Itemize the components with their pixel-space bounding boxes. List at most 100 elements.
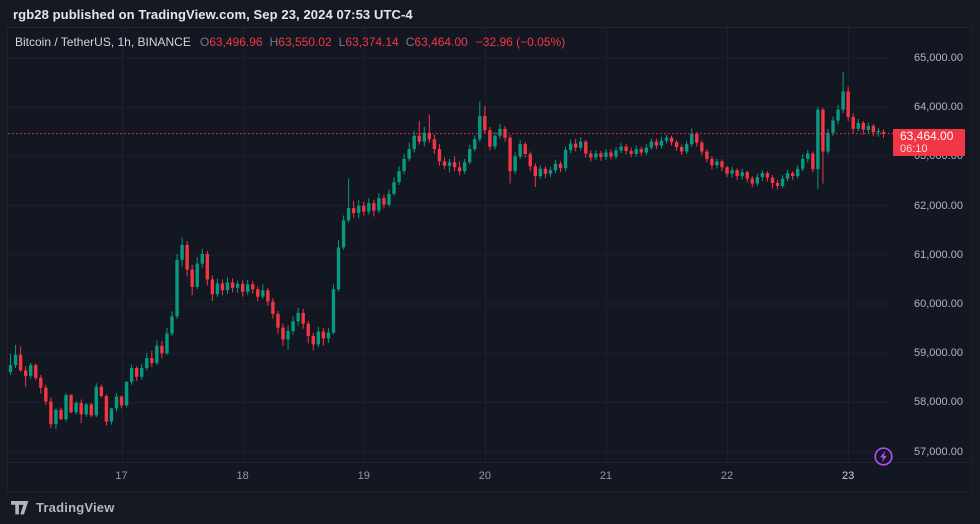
candle-body bbox=[276, 313, 280, 328]
candle-body bbox=[639, 149, 643, 153]
candle-body bbox=[346, 208, 351, 221]
candle-body bbox=[599, 153, 603, 157]
candle-body bbox=[69, 395, 73, 413]
candle-body bbox=[311, 336, 315, 345]
time-axis[interactable]: 17 18 19 20 21 22 23 bbox=[8, 462, 971, 491]
candle-body bbox=[427, 132, 432, 140]
close-value: 63,464.00 bbox=[414, 35, 468, 49]
candle-body bbox=[841, 91, 845, 110]
candle-body bbox=[543, 168, 548, 174]
candle-body bbox=[816, 109, 820, 170]
candle-body bbox=[609, 152, 613, 157]
tradingview-logo-link[interactable]: TradingView bbox=[11, 500, 115, 515]
candle-body bbox=[674, 142, 679, 148]
candle-body bbox=[861, 122, 865, 130]
candle-body bbox=[795, 168, 800, 177]
chart-container[interactable]: Bitcoin / TetherUS, 1h, BINANCE O63,496.… bbox=[8, 28, 971, 491]
candle-body bbox=[220, 283, 225, 291]
low-value: 63,374.14 bbox=[345, 35, 399, 49]
candle-body bbox=[377, 198, 381, 211]
candle-body bbox=[801, 158, 805, 169]
candle-body bbox=[836, 109, 840, 121]
candle-body bbox=[382, 198, 386, 205]
candle-body bbox=[498, 128, 502, 136]
candle-body bbox=[654, 141, 659, 146]
candle-body bbox=[881, 131, 886, 134]
price-tick-label: 58,000.00 bbox=[914, 396, 963, 409]
time-tick-label: 17 bbox=[115, 470, 128, 482]
candle-body bbox=[74, 402, 78, 413]
candle-body bbox=[594, 153, 598, 158]
candle-body bbox=[533, 166, 538, 177]
candle-body bbox=[39, 377, 43, 388]
candle-body bbox=[175, 259, 179, 317]
candle-body bbox=[392, 182, 396, 194]
candle-body bbox=[548, 170, 553, 174]
candle-body bbox=[700, 142, 704, 152]
candle-body bbox=[518, 144, 522, 157]
candle-body bbox=[341, 220, 346, 248]
candle-body bbox=[664, 137, 669, 141]
candle-body bbox=[402, 158, 406, 172]
time-tick-label: 19 bbox=[357, 470, 370, 482]
candle-body bbox=[488, 130, 492, 147]
candle-body bbox=[563, 150, 568, 169]
candle-body bbox=[165, 333, 169, 354]
candle-body bbox=[301, 312, 305, 324]
candle-body bbox=[589, 153, 593, 158]
symbol-title[interactable]: Bitcoin / TetherUS, 1h, BINANCE bbox=[15, 35, 191, 49]
candle-body bbox=[230, 282, 235, 288]
attribution-text: rgb28 published on TradingView.com, Sep … bbox=[13, 6, 413, 22]
candle-body bbox=[54, 409, 58, 425]
time-tick-label: 21 bbox=[599, 470, 613, 482]
candle-body bbox=[457, 167, 462, 172]
chart-legend: Bitcoin / TetherUS, 1h, BINANCE O63,496.… bbox=[15, 34, 565, 50]
time-tick-label: 18 bbox=[236, 470, 249, 482]
candle-body bbox=[710, 158, 714, 166]
candle-body bbox=[573, 143, 578, 148]
candle-body bbox=[160, 345, 164, 354]
price-tick-label: 60,000.00 bbox=[914, 298, 963, 311]
lightning-icon bbox=[874, 447, 893, 466]
candle-body bbox=[104, 396, 109, 422]
candle-body bbox=[64, 395, 68, 420]
candle-body bbox=[447, 162, 452, 166]
candle-body bbox=[831, 120, 835, 133]
candle-body bbox=[624, 146, 628, 152]
price-tick-label: 64,000.00 bbox=[914, 101, 963, 114]
candle-body bbox=[821, 109, 825, 152]
candle-body bbox=[129, 368, 134, 382]
candle-body bbox=[245, 284, 250, 292]
candle-body bbox=[629, 151, 633, 154]
candle-body bbox=[23, 370, 28, 376]
open-value: 63,496.96 bbox=[209, 35, 263, 49]
candle-body bbox=[336, 247, 341, 290]
time-tick-label: 20 bbox=[478, 470, 491, 482]
price-tick-label: 59,000.00 bbox=[914, 347, 963, 360]
candle-body bbox=[684, 144, 689, 152]
candle-body bbox=[79, 402, 83, 415]
price-axis[interactable]: 65,000.00 64,000.00 63,000.00 62,000.00 61,0… bbox=[886, 28, 971, 462]
candle-body bbox=[195, 263, 199, 287]
candle-body bbox=[725, 167, 729, 174]
candle-body bbox=[695, 133, 699, 143]
candle-body bbox=[356, 205, 361, 214]
candle-body bbox=[256, 289, 260, 297]
candle-body bbox=[659, 140, 664, 146]
candle-body bbox=[775, 183, 780, 186]
candlestick-plot[interactable] bbox=[8, 28, 900, 462]
candle-body bbox=[235, 283, 240, 288]
candle-body bbox=[478, 116, 482, 140]
candle-body bbox=[811, 153, 815, 170]
candle-body bbox=[99, 386, 104, 397]
candle-body bbox=[407, 149, 411, 159]
candle-body bbox=[765, 173, 770, 178]
ohlc-low: L63,374.14 bbox=[339, 34, 399, 50]
candle-body bbox=[866, 125, 871, 130]
candle-body bbox=[351, 208, 356, 214]
candle-body bbox=[851, 117, 855, 129]
candle-body bbox=[780, 178, 785, 186]
boost-button[interactable] bbox=[873, 446, 894, 467]
candle-body bbox=[644, 147, 649, 153]
candle-body bbox=[568, 143, 573, 151]
